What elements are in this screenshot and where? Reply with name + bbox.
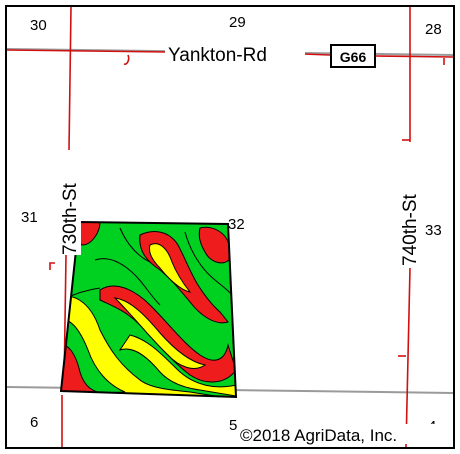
soil-zone-yellow	[113, 297, 207, 369]
soil-zone-red	[198, 226, 230, 264]
copyright-text: ©2018 AgriData, Inc.	[240, 426, 397, 445]
soil-zone-yellow	[118, 334, 236, 397]
road-740th-st	[398, 7, 411, 448]
road-label-bg	[165, 42, 305, 64]
highway-shield: G66	[330, 44, 376, 68]
soil-zone-yellow	[149, 243, 192, 293]
section-number: 29	[229, 14, 246, 31]
road-label-730th: 730th-St	[60, 182, 81, 255]
field-boundary	[59, 220, 238, 399]
soil-field[interactable]	[55, 215, 245, 405]
section-number: 33	[425, 222, 442, 239]
section-number: 6	[30, 414, 38, 431]
road-label-yankton: Yankton-Rd	[168, 45, 267, 66]
soil-boundary	[94, 258, 161, 306]
section-number: 5	[229, 417, 237, 434]
road-label-740th: 740th-St	[400, 193, 421, 266]
section-number: 28	[425, 21, 442, 38]
soil-boundary	[119, 227, 151, 263]
copyright-bg	[238, 424, 446, 444]
section-number: 32	[228, 216, 245, 233]
highway-shield-label: G66	[340, 49, 367, 65]
road-label-bg	[396, 142, 422, 268]
section-number: 31	[21, 209, 38, 226]
road-label-bg	[55, 150, 81, 255]
soil-boundary	[184, 231, 233, 296]
section-number: 30	[30, 17, 47, 34]
